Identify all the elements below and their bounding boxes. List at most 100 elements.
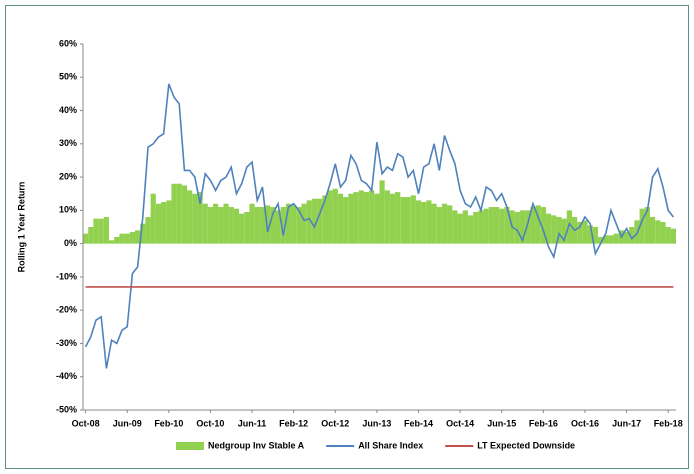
bar — [514, 212, 520, 244]
x-tick-label: Jun-15 — [487, 418, 516, 428]
y-tick-label: 50% — [59, 72, 77, 82]
bar — [348, 193, 354, 244]
bar — [597, 236, 604, 244]
bar — [374, 193, 380, 244]
bar — [187, 190, 193, 244]
bar — [395, 192, 401, 244]
legend-label: LT Expected Downside — [477, 440, 575, 450]
bar — [93, 218, 99, 244]
bar — [124, 233, 130, 244]
bar — [296, 207, 302, 244]
bar — [561, 218, 567, 244]
bar — [98, 218, 104, 244]
bar — [530, 207, 536, 244]
bar — [592, 227, 598, 244]
legend-label: All Share Index — [358, 440, 423, 450]
bar — [623, 231, 630, 244]
bar — [639, 208, 645, 244]
x-tick-label: Jun-09 — [113, 418, 142, 428]
y-tick-label: -10% — [56, 271, 77, 281]
bar — [228, 207, 234, 244]
bar — [400, 197, 406, 244]
bar — [629, 227, 635, 244]
bar — [389, 193, 396, 244]
bar — [587, 225, 593, 244]
bar — [504, 207, 510, 244]
bar — [363, 192, 370, 244]
bar — [197, 192, 203, 244]
bar — [462, 210, 468, 244]
bar — [223, 203, 229, 244]
bar — [213, 203, 219, 244]
bar — [384, 190, 390, 244]
bar — [311, 198, 318, 244]
x-tick-label: Oct-16 — [571, 418, 599, 428]
bar — [322, 195, 328, 244]
bar — [670, 228, 676, 244]
bar — [488, 207, 494, 244]
bar — [473, 212, 479, 244]
bar — [181, 185, 188, 244]
bar — [436, 207, 442, 244]
bar — [457, 213, 463, 244]
bar — [239, 213, 245, 244]
bar — [207, 207, 214, 244]
bar — [545, 213, 552, 244]
bar — [317, 198, 323, 244]
bar — [535, 205, 541, 244]
bar — [306, 200, 312, 244]
bar — [88, 227, 94, 244]
x-tick-label: Feb-12 — [279, 418, 308, 428]
y-tick-label: 0% — [64, 238, 77, 248]
y-axis-label: Rolling 1 Year Return — [16, 182, 26, 273]
bar — [343, 197, 349, 244]
bar — [665, 227, 671, 244]
bar — [525, 210, 531, 244]
x-tick-label: Feb-14 — [404, 418, 433, 428]
bar — [254, 207, 260, 244]
bar — [337, 193, 344, 244]
bar — [166, 200, 172, 244]
y-tick-label: -30% — [56, 338, 77, 348]
y-tick-label: -50% — [56, 404, 77, 414]
bar — [155, 203, 162, 244]
bar — [119, 233, 125, 244]
bar — [431, 203, 437, 244]
x-tick-label: Jun-17 — [612, 418, 641, 428]
bar — [649, 217, 656, 244]
bar — [129, 231, 136, 244]
x-tick-label: Feb-18 — [654, 418, 683, 428]
bar — [405, 197, 411, 244]
bar — [603, 235, 609, 244]
bar — [244, 212, 250, 244]
bar — [379, 180, 385, 244]
bar — [285, 203, 292, 244]
bar — [519, 210, 526, 244]
y-tick-label: -20% — [56, 305, 77, 315]
bar — [410, 195, 416, 244]
bar — [447, 205, 453, 244]
bar — [441, 203, 448, 244]
bar — [551, 215, 557, 244]
bar — [556, 217, 562, 244]
bar — [483, 208, 489, 244]
bar — [655, 220, 661, 244]
bar — [218, 207, 224, 244]
bar — [644, 207, 650, 244]
x-tick-label: Feb-10 — [154, 418, 183, 428]
bar — [478, 210, 484, 244]
bar — [291, 205, 297, 244]
bar — [109, 240, 115, 244]
bar — [114, 236, 120, 244]
bar — [358, 190, 364, 244]
bar — [249, 203, 255, 244]
x-tick-label: Oct-12 — [321, 418, 349, 428]
bar — [233, 208, 240, 244]
x-tick-label: Feb-16 — [529, 418, 558, 428]
bar — [103, 217, 110, 244]
x-tick-label: Oct-10 — [196, 418, 224, 428]
x-tick-label: Jun-13 — [362, 418, 391, 428]
x-tick-label: Oct-14 — [446, 418, 474, 428]
bar — [192, 193, 198, 244]
bar — [140, 223, 146, 244]
